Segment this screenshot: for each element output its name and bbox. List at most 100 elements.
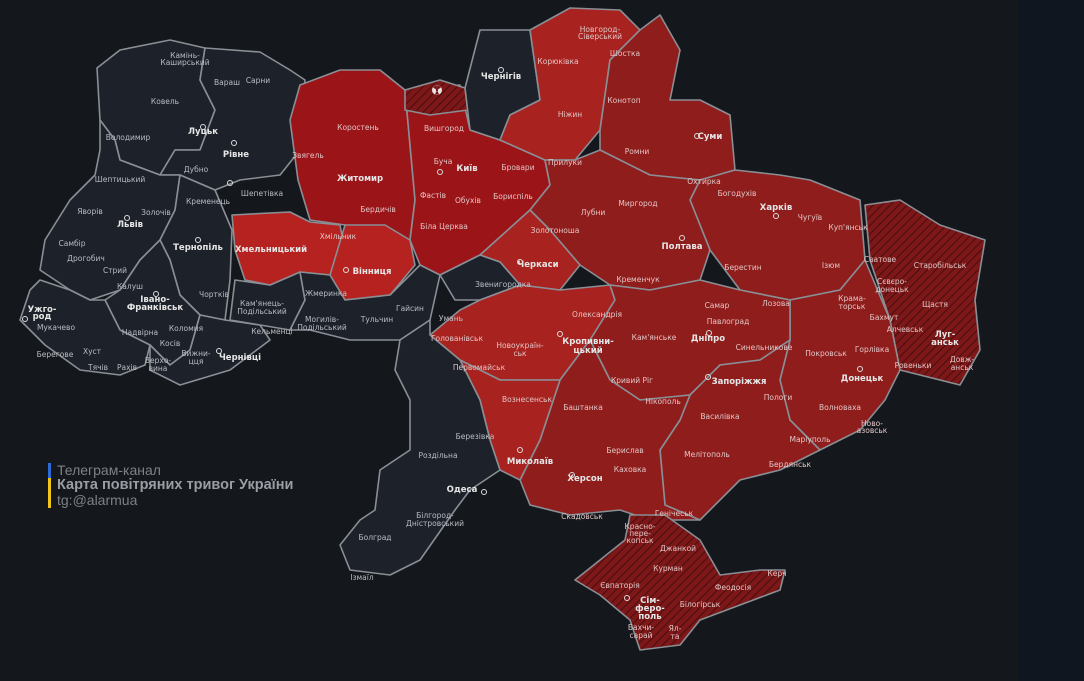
map-label-kupiansk: Куп'янськ: [828, 223, 868, 232]
map-label-kharkiv: Харків: [760, 202, 792, 213]
map-label-lviv: Львів: [117, 219, 143, 230]
city-marker: [624, 595, 630, 601]
map-label-mp1: Могилів-: [305, 315, 339, 324]
city-marker: [22, 316, 28, 322]
map-label-lu2: анськ: [931, 338, 959, 348]
city-marker: [679, 235, 685, 241]
map-label-ternopil: Тернопіль: [173, 242, 223, 253]
map-label-kp_1: Красно-: [624, 522, 655, 531]
map-label-berezivka: Березівка: [456, 432, 495, 441]
map-label-feodosiia: Феодосія: [715, 583, 751, 592]
map-label-kp_2: пере-: [629, 529, 651, 538]
map-label-volnovakha: Волноваха: [819, 403, 861, 412]
map-label-kalush: Калуш: [117, 282, 143, 291]
region-kherson[interactable]: [519, 339, 701, 521]
map-label-simf3: поль: [638, 612, 661, 622]
map-label-brovary: Бровари: [501, 163, 534, 172]
map-label-bakh2: сарай: [630, 631, 653, 640]
map-label-pokrovsk: Покровськ: [805, 349, 847, 358]
city-marker: [517, 447, 523, 453]
map-label-romny: Ромни: [625, 147, 650, 156]
map-label-nadvirna: Надвірна: [122, 328, 158, 337]
region-luhansk[interactable]: [864, 199, 986, 386]
map-label-if2: Франківськ: [127, 302, 184, 313]
city-marker: [557, 331, 563, 337]
map-label-bohodukhiv: Богодухів: [718, 189, 757, 198]
map-label-kp1: Кам'янець-: [240, 299, 284, 308]
map-label-kyiv: Київ: [456, 164, 477, 174]
map-label-yevpatoriia: Євпаторія: [600, 581, 639, 590]
map-label-berestyn: Берестин: [724, 263, 762, 272]
city-marker: [481, 489, 487, 495]
map-label-shostka: Шостка: [610, 49, 640, 58]
map-label-bd1: Білгород-: [416, 511, 454, 520]
labels-layer: Камінь-Каширський Вараш Сарни Ковель Володим…: [22, 25, 974, 641]
map-label-pervomaisk: Первомайськ: [453, 363, 506, 372]
map-label-melitopol: Мелітополь: [684, 450, 730, 459]
map-label-voznesensk: Вознесенськ: [502, 395, 552, 404]
map-label-koriukivka: Корюківка: [537, 57, 578, 66]
map-label-vyshhorod: Вишгород: [424, 124, 464, 133]
map-label-shchastia: Щастя: [922, 300, 948, 309]
map-label-bolhrad: Болград: [358, 533, 391, 542]
region-chernihiv[interactable]: [499, 7, 641, 161]
city-marker: [705, 374, 711, 380]
map-label-mariupol: Маріуполь: [789, 435, 830, 444]
map-label-bilatserkva: Біла Церква: [420, 222, 468, 231]
radiation-icon: [432, 85, 442, 95]
city-marker: [517, 259, 523, 265]
map-label-varash: Вараш: [214, 78, 240, 87]
map-label-sheptytskyi: Шептицький: [95, 175, 146, 184]
map-label-boryspil: Бориспіль: [493, 192, 533, 201]
region-zakarpattia[interactable]: [19, 279, 151, 376]
map-label-vyzh2: цця: [189, 357, 204, 366]
map-label-nu2: ськ: [513, 349, 527, 358]
map-label-chortkiv: Чортків: [199, 290, 229, 299]
city-marker: [231, 140, 237, 146]
map-label-zolochiv: Золочів: [141, 208, 171, 217]
region-odesa[interactable]: [339, 319, 501, 576]
map-label-kryvyirih: Кривий Ріг: [611, 376, 653, 385]
map-label-zolotonosha: Золотоноша: [531, 226, 580, 235]
map-label-zaporizhzhia: Запоріжжя: [712, 376, 767, 387]
region-crimea[interactable]: [574, 514, 786, 651]
map-label-berdychiv: Бердичів: [360, 205, 396, 214]
map-label-kovel: Ковель: [151, 97, 179, 106]
map-label-kakhovka: Каховка: [614, 465, 647, 474]
city-marker: [569, 472, 575, 478]
city-marker: [343, 267, 349, 273]
map-label-kremenchuk: Кременчук: [616, 275, 660, 284]
map-label-okhtyrka: Охтирка: [687, 177, 720, 186]
map-label-berdiansk: Бердянськ: [769, 460, 812, 469]
map-label-ns1: Новгород-: [580, 25, 621, 34]
map-label-kro1: Кропивни-: [562, 337, 614, 347]
map-label-chernivtsi: Чернівці: [219, 352, 261, 363]
map-label-simf1: Сім-: [640, 595, 660, 606]
region-kharkiv[interactable]: [689, 169, 866, 301]
map-label-rakhiv: Рахів: [117, 363, 137, 372]
map-label-lu1: Луг-: [935, 330, 956, 340]
map-label-samar: Самар: [705, 301, 730, 310]
map-label-shepetivka: Шепетівка: [241, 189, 283, 198]
map-label-sarny: Сарни: [246, 76, 270, 85]
map-label-bd2: Дністровський: [406, 519, 464, 528]
map-label-oleksandriia: Олександрія: [572, 310, 622, 319]
map-label-khmelnytskyi: Хмельницький: [235, 245, 307, 255]
map-label-yavoriv: Яворів: [77, 207, 103, 216]
map-label-skadovsk: Скадовськ: [561, 512, 603, 521]
map-label-cherkasy: Черкаси: [517, 260, 558, 270]
map-label-khust: Хуст: [83, 347, 102, 356]
map-label-dnipro: Дніпро: [691, 333, 725, 344]
map-label-nz2: азовськ: [857, 426, 888, 435]
map-label-obukhiv: Обухів: [455, 196, 481, 205]
map-label-kamianske: Кам'янське: [632, 333, 677, 342]
map-label-volodymyr: Володимир: [106, 133, 151, 142]
map-label-simf2: феро-: [635, 604, 665, 614]
map-label-izmail: Ізмаїл: [350, 573, 374, 582]
caption-handle[interactable]: tg:@alarmua: [48, 493, 293, 508]
city-marker: [437, 169, 443, 175]
map-label-ns2: Сіверський: [578, 32, 622, 41]
map-label-pavlohrad: Павлоград: [707, 317, 750, 326]
map-label-uzh2: род: [33, 312, 52, 322]
map-label-chernihiv: Чернігів: [481, 71, 521, 82]
